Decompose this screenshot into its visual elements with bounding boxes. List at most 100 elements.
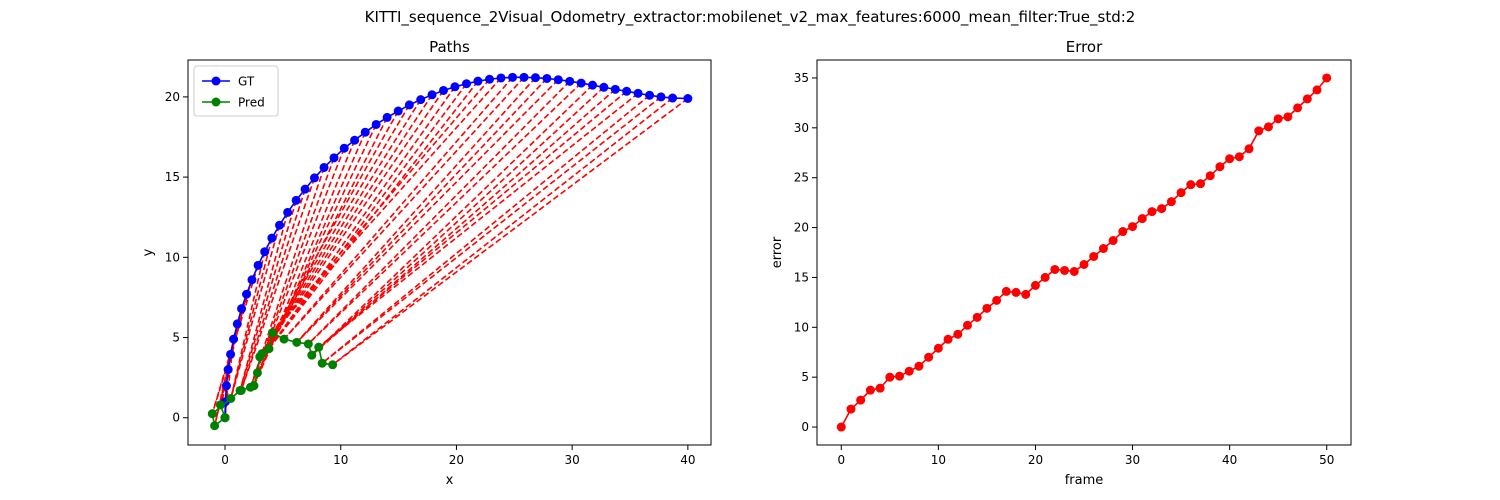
paths-chart: Paths 0 10 20 30 40 0 5 10 15 20 x y GT Pred xyxy=(141,38,712,488)
gt-point xyxy=(462,79,472,89)
axes-frame xyxy=(187,59,712,446)
x-tick-label: 50 xyxy=(1319,453,1334,467)
x-tick-label: 0 xyxy=(221,453,229,467)
plot-area xyxy=(207,72,693,431)
gt-point xyxy=(610,84,620,94)
y-tick-label: 15 xyxy=(794,270,809,284)
error-connector-line xyxy=(321,96,662,364)
error-point xyxy=(875,383,885,393)
pred-point xyxy=(314,342,324,352)
error-point xyxy=(1108,236,1118,246)
pred-point xyxy=(236,385,246,395)
legend: GT Pred xyxy=(193,65,279,117)
pred-point xyxy=(207,409,217,419)
error-connector-line xyxy=(268,83,468,350)
error-connector-line xyxy=(239,200,297,391)
error-point xyxy=(1186,180,1196,190)
error-point xyxy=(1302,94,1312,104)
gt-point xyxy=(645,90,655,100)
axes-frame xyxy=(816,59,1352,446)
gt-point xyxy=(565,76,575,86)
x-tick-label: 30 xyxy=(565,453,580,467)
error-point xyxy=(972,312,982,322)
y-axis-label: y xyxy=(141,248,156,256)
error-connector-line xyxy=(296,77,548,343)
error-point xyxy=(865,385,875,395)
y-tick-label: 10 xyxy=(165,250,180,264)
error-point xyxy=(1215,162,1225,172)
gt-point xyxy=(485,74,495,84)
pred-point xyxy=(303,339,313,349)
error-point xyxy=(1293,103,1303,113)
gt-point xyxy=(253,260,263,270)
gt-point xyxy=(260,247,270,257)
gt-point xyxy=(683,94,693,103)
gt-point xyxy=(360,127,370,137)
error-connector-line xyxy=(307,80,571,345)
y-tick-label: 0 xyxy=(172,411,180,425)
gt-point xyxy=(404,100,414,110)
error-point xyxy=(953,329,963,339)
error-point xyxy=(1166,197,1176,207)
error-series xyxy=(836,73,1332,432)
error-connector-line xyxy=(318,92,639,348)
error-point xyxy=(904,366,914,376)
error-connector-line xyxy=(261,94,433,355)
error-point xyxy=(1079,259,1089,269)
error-point xyxy=(1001,286,1011,296)
error-line xyxy=(840,77,1328,428)
error-connector-line xyxy=(230,237,273,399)
gt-point xyxy=(226,349,236,359)
error-connector-line xyxy=(283,76,525,340)
figure-suptitle: KITTI_sequence_2Visual_Odometry_extracto… xyxy=(365,8,1136,27)
error-connector-line xyxy=(259,99,422,358)
gt-point xyxy=(223,365,233,375)
error-connector-line xyxy=(321,94,651,364)
error-point xyxy=(1283,112,1293,122)
x-tick-label: 10 xyxy=(333,453,348,467)
error-point xyxy=(962,320,972,330)
error-point xyxy=(1069,266,1079,276)
gt-point xyxy=(242,289,252,299)
pred-point xyxy=(226,393,236,403)
error-point xyxy=(943,334,953,344)
y-tick-label: 35 xyxy=(794,71,809,85)
gt-point xyxy=(450,82,460,92)
error-connector-line xyxy=(318,90,628,348)
legend-label: Pred xyxy=(238,96,265,110)
gt-point xyxy=(508,72,518,82)
error-connector-line xyxy=(249,147,345,388)
y-tick-label: 0 xyxy=(801,420,809,434)
gt-point xyxy=(599,82,609,92)
y-tick-label: 20 xyxy=(794,221,809,235)
gt-point xyxy=(221,381,231,391)
error-point xyxy=(885,372,895,382)
legend-marker xyxy=(211,97,221,107)
gt-point xyxy=(247,275,257,285)
gt-point xyxy=(275,220,285,230)
gt-point xyxy=(319,162,329,172)
gt-point xyxy=(300,184,310,194)
error-point xyxy=(1147,207,1157,217)
pred-series xyxy=(207,328,338,431)
x-axis-label: x xyxy=(446,473,454,488)
error-connector-line xyxy=(311,88,616,356)
gt-point xyxy=(291,195,301,205)
pred-point xyxy=(317,358,327,368)
gt-point xyxy=(576,78,586,88)
error-point xyxy=(1089,251,1099,261)
pred-point xyxy=(220,413,230,423)
y-tick-label: 20 xyxy=(165,90,180,104)
legend-label: GT xyxy=(238,75,255,89)
error-point xyxy=(924,352,934,362)
pred-point xyxy=(215,400,225,410)
error-point xyxy=(1205,171,1215,181)
pred-point xyxy=(292,337,302,347)
gt-point xyxy=(309,173,319,183)
chart-title: Error xyxy=(1066,38,1103,56)
gt-point xyxy=(382,112,392,122)
gt-point xyxy=(229,334,239,344)
y-tick-label: 10 xyxy=(794,320,809,334)
error-point xyxy=(1011,287,1021,297)
error-point xyxy=(846,404,856,414)
